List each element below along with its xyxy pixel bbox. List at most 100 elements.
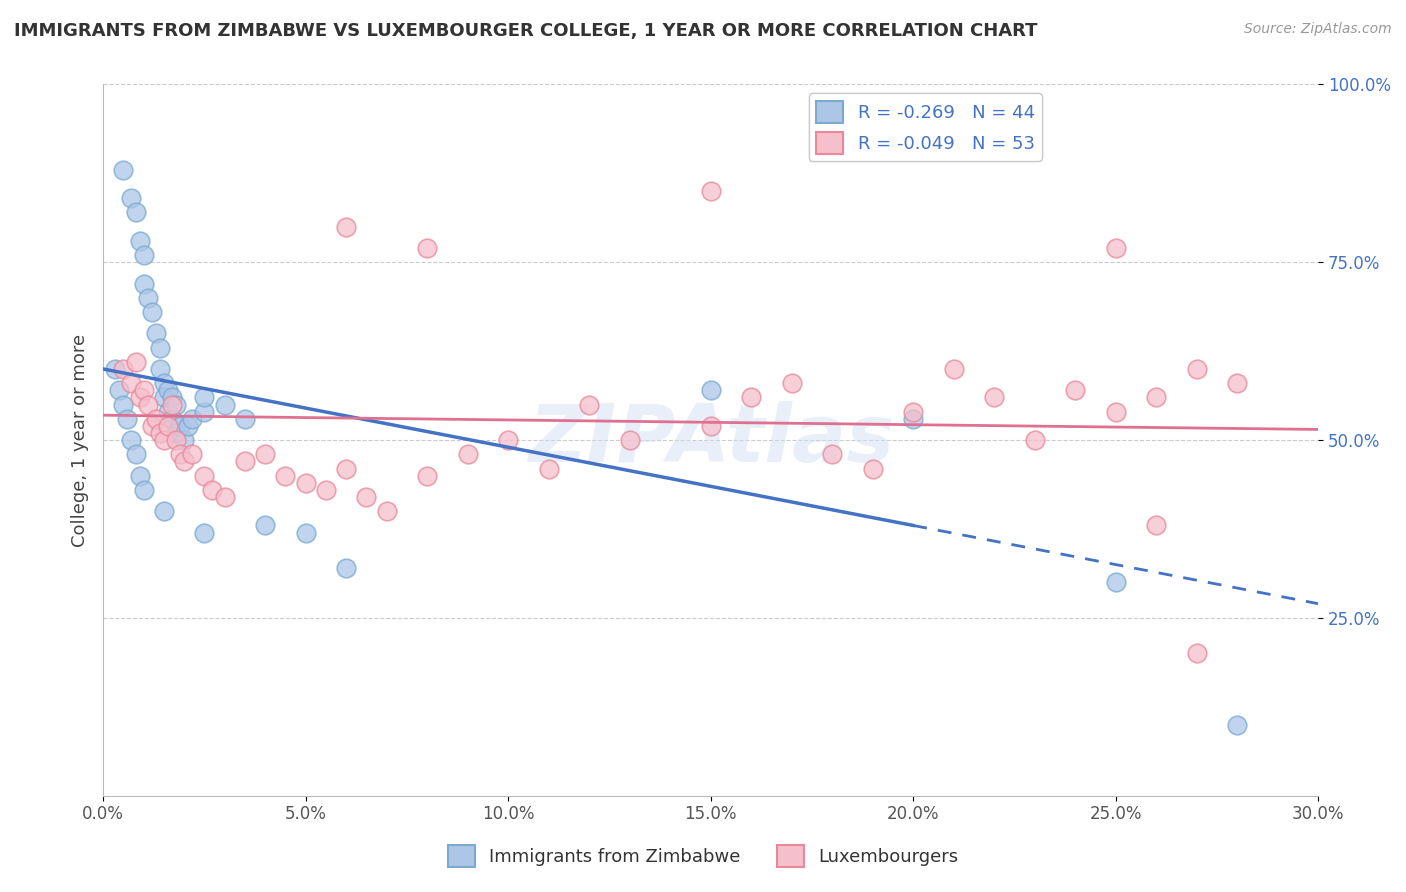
- Point: [145, 326, 167, 341]
- Point: [160, 411, 183, 425]
- Point: [274, 468, 297, 483]
- Point: [1024, 433, 1046, 447]
- Point: [315, 483, 337, 497]
- Point: [181, 411, 204, 425]
- Point: [294, 475, 316, 490]
- Point: [335, 561, 357, 575]
- Point: [128, 234, 150, 248]
- Point: [160, 398, 183, 412]
- Point: [112, 362, 135, 376]
- Point: [699, 384, 721, 398]
- Point: [537, 461, 560, 475]
- Point: [1105, 575, 1128, 590]
- Point: [1144, 518, 1167, 533]
- Point: [375, 504, 398, 518]
- Legend: R = -0.269   N = 44, R = -0.049   N = 53: R = -0.269 N = 44, R = -0.049 N = 53: [808, 94, 1042, 161]
- Point: [121, 376, 143, 391]
- Point: [457, 447, 479, 461]
- Point: [165, 425, 187, 440]
- Point: [124, 447, 146, 461]
- Point: [136, 291, 159, 305]
- Point: [165, 398, 187, 412]
- Text: Source: ZipAtlas.com: Source: ZipAtlas.com: [1244, 22, 1392, 37]
- Point: [233, 454, 256, 468]
- Point: [165, 433, 187, 447]
- Point: [699, 418, 721, 433]
- Point: [132, 384, 155, 398]
- Point: [1105, 404, 1128, 418]
- Point: [181, 447, 204, 461]
- Point: [153, 504, 176, 518]
- Point: [1226, 717, 1249, 731]
- Point: [233, 411, 256, 425]
- Point: [128, 468, 150, 483]
- Point: [335, 461, 357, 475]
- Point: [193, 404, 215, 418]
- Point: [156, 418, 179, 433]
- Point: [177, 418, 200, 433]
- Point: [214, 398, 236, 412]
- Y-axis label: College, 1 year or more: College, 1 year or more: [72, 334, 89, 547]
- Point: [201, 483, 224, 497]
- Point: [169, 447, 191, 461]
- Point: [193, 391, 215, 405]
- Point: [416, 468, 439, 483]
- Point: [254, 518, 277, 533]
- Point: [193, 525, 215, 540]
- Point: [619, 433, 641, 447]
- Point: [169, 418, 191, 433]
- Point: [821, 447, 844, 461]
- Point: [141, 305, 163, 319]
- Point: [112, 398, 135, 412]
- Point: [903, 404, 925, 418]
- Point: [112, 162, 135, 177]
- Point: [356, 490, 378, 504]
- Point: [740, 391, 762, 405]
- Point: [117, 411, 139, 425]
- Point: [104, 362, 127, 376]
- Point: [149, 362, 172, 376]
- Point: [193, 468, 215, 483]
- Point: [156, 384, 179, 398]
- Point: [214, 490, 236, 504]
- Point: [1064, 384, 1087, 398]
- Point: [1185, 647, 1208, 661]
- Point: [153, 433, 176, 447]
- Point: [1185, 362, 1208, 376]
- Point: [335, 219, 357, 234]
- Point: [124, 355, 146, 369]
- Point: [173, 454, 195, 468]
- Point: [578, 398, 600, 412]
- Point: [1144, 391, 1167, 405]
- Point: [1226, 376, 1249, 391]
- Point: [416, 241, 439, 255]
- Point: [173, 433, 195, 447]
- Point: [132, 248, 155, 262]
- Text: IMMIGRANTS FROM ZIMBABWE VS LUXEMBOURGER COLLEGE, 1 YEAR OR MORE CORRELATION CHA: IMMIGRANTS FROM ZIMBABWE VS LUXEMBOURGER…: [14, 22, 1038, 40]
- Text: ZIPAtlas: ZIPAtlas: [527, 401, 894, 479]
- Point: [903, 411, 925, 425]
- Point: [145, 411, 167, 425]
- Point: [294, 525, 316, 540]
- Point: [132, 483, 155, 497]
- Point: [942, 362, 965, 376]
- Point: [136, 398, 159, 412]
- Point: [108, 384, 131, 398]
- Point: [862, 461, 884, 475]
- Point: [124, 205, 146, 219]
- Point: [160, 391, 183, 405]
- Point: [254, 447, 277, 461]
- Point: [141, 418, 163, 433]
- Point: [156, 404, 179, 418]
- Point: [149, 425, 172, 440]
- Point: [780, 376, 803, 391]
- Point: [496, 433, 519, 447]
- Point: [983, 391, 1005, 405]
- Point: [128, 391, 150, 405]
- Legend: Immigrants from Zimbabwe, Luxembourgers: Immigrants from Zimbabwe, Luxembourgers: [440, 838, 966, 874]
- Point: [121, 191, 143, 205]
- Point: [132, 277, 155, 291]
- Point: [153, 391, 176, 405]
- Point: [149, 341, 172, 355]
- Point: [121, 433, 143, 447]
